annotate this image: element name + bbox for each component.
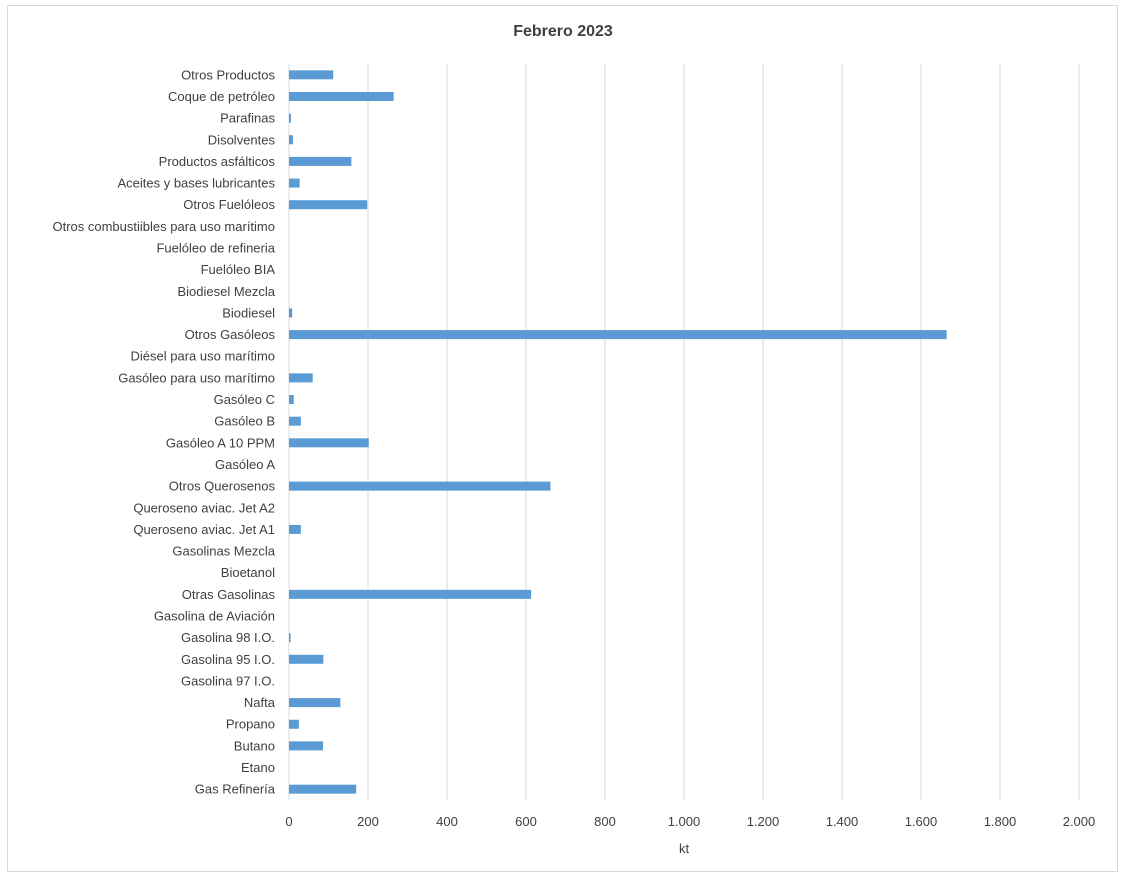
x-tick-label: 1.200: [747, 814, 780, 829]
category-label: Gasóleo A: [215, 457, 275, 472]
bar: [289, 524, 301, 534]
category-label: Gasolinas Mezcla: [172, 544, 275, 559]
x-tick-label: 400: [436, 814, 458, 829]
x-tick-label: 1.000: [668, 814, 701, 829]
category-label: Otros Fuelóleos: [183, 197, 275, 212]
bar: [289, 156, 352, 166]
category-label: Butano: [234, 738, 275, 753]
category-label: Gas Refinería: [195, 782, 276, 797]
category-label: Gasóleo para uso marítimo: [118, 370, 275, 385]
bar: [289, 784, 357, 794]
category-label: Otros combustiibles para uso marítimo: [52, 219, 275, 234]
x-axis-title: kt: [679, 841, 690, 856]
category-label: Gasolina 95 I.O.: [181, 652, 275, 667]
category-label: Otras Gasolinas: [182, 587, 276, 602]
category-label: Fuelóleo BIA: [201, 262, 276, 277]
x-tick-label: 1.400: [826, 814, 859, 829]
category-label: Bioetanol: [221, 565, 275, 580]
bar: [289, 589, 532, 599]
bar: [289, 330, 947, 340]
category-label: Queroseno aviac. Jet A1: [133, 522, 275, 537]
category-label: Gasolina de Aviación: [154, 609, 275, 624]
bar: [289, 91, 394, 101]
category-label: Productos asfálticos: [159, 154, 276, 169]
category-label: Gasóleo A 10 PPM: [166, 435, 275, 450]
bar: [289, 416, 301, 426]
category-label: Otros Gasóleos: [185, 327, 276, 342]
x-tick-label: 2.000: [1063, 814, 1096, 829]
category-label: Nafta: [244, 695, 276, 710]
bar: [289, 308, 293, 318]
category-label: Disolventes: [208, 132, 276, 147]
category-label: Gasóleo B: [214, 414, 275, 429]
x-tick-label: 600: [515, 814, 537, 829]
category-label: Diésel para uso marítimo: [131, 349, 276, 364]
category-label: Gasolina 97 I.O.: [181, 673, 275, 688]
x-tick-label: 1.800: [984, 814, 1017, 829]
bar: [289, 70, 334, 80]
bar: [289, 698, 341, 708]
bar: [289, 719, 299, 729]
category-label: Aceites y bases lubricantes: [117, 176, 275, 191]
category-label: Otros Productos: [181, 67, 275, 82]
category-label: Parafinas: [220, 111, 275, 126]
bar: [289, 135, 293, 145]
category-label: Biodiesel: [222, 305, 275, 320]
x-tick-label: 800: [594, 814, 616, 829]
bar: [289, 741, 323, 751]
bar: [289, 200, 368, 210]
category-label: Biodiesel Mezcla: [177, 284, 275, 299]
category-label: Gasóleo C: [214, 392, 275, 407]
x-tick-label: 1.600: [905, 814, 938, 829]
bar: [289, 654, 324, 664]
category-label: Coque de petróleo: [168, 89, 275, 104]
x-tick-label: 200: [357, 814, 379, 829]
category-label: Queroseno aviac. Jet A2: [133, 500, 275, 515]
category-label: Etano: [241, 760, 275, 775]
category-label: Gasolina 98 I.O.: [181, 630, 275, 645]
category-label: Otros Querosenos: [169, 479, 276, 494]
bar: [289, 178, 300, 188]
bar: [289, 373, 313, 383]
x-tick-label: 0: [285, 814, 292, 829]
bar: [289, 395, 294, 405]
chart-title: Febrero 2023: [513, 23, 613, 40]
chart-frame: [7, 5, 1118, 872]
bar: [289, 438, 369, 448]
category-label: Propano: [226, 717, 275, 732]
bar: [289, 481, 551, 491]
category-label: Fuelóleo de refineria: [156, 241, 275, 256]
bar: [289, 113, 291, 123]
bar: [289, 633, 291, 643]
